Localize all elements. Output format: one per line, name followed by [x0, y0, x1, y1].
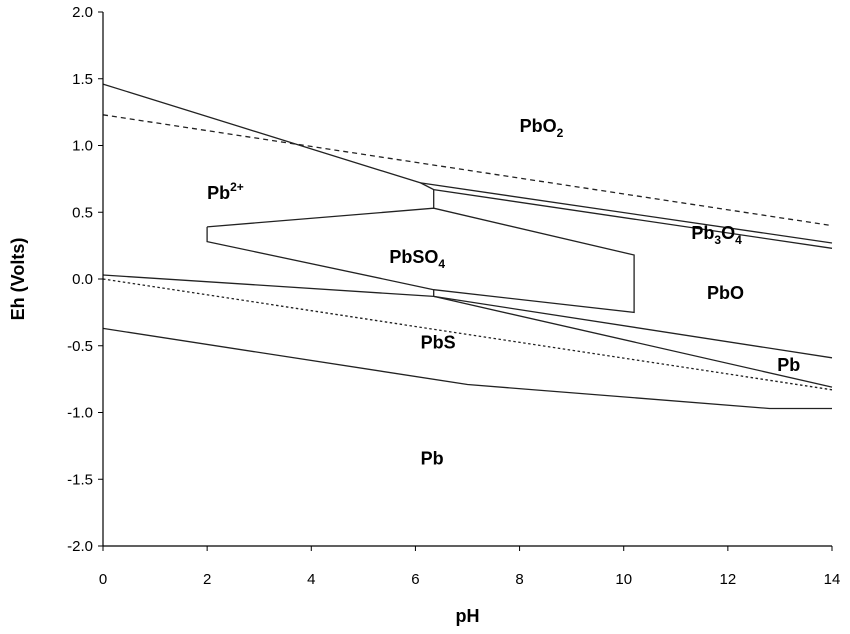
x-axis-title: pH — [456, 606, 480, 626]
series-layer — [102, 83, 833, 410]
y-tick-label: 0.5 — [72, 204, 93, 221]
y-tick-label: -1.5 — [67, 471, 93, 488]
y-tick-label: -1.0 — [67, 405, 93, 422]
x-tick-label: 12 — [720, 571, 737, 588]
x-tick-label: 4 — [307, 571, 315, 588]
plot-area — [103, 12, 832, 546]
x-tick-label: 8 — [515, 571, 523, 588]
y-tick-label: 2.0 — [72, 4, 93, 21]
region-label-layer: PbO2 Pb2+ Pb3O4 PbSO4 PbO PbS Pb Pb — [207, 116, 800, 469]
y-tick-label: 1.0 — [72, 138, 93, 155]
boundary-line-1 — [420, 182, 833, 244]
region-label: PbS — [421, 332, 456, 352]
x-tick-label: 10 — [615, 571, 632, 588]
x-tick-label: 6 — [411, 571, 419, 588]
y-tick-label: 0.0 — [72, 271, 93, 288]
region-label: PbSO4 — [389, 247, 445, 271]
y-axis-title: Eh (Volts) — [8, 238, 28, 321]
plot-background — [103, 12, 832, 546]
x-tick-label: 0 — [99, 571, 107, 588]
boundary-line-7 — [102, 114, 833, 227]
region-label: PbO2 — [520, 116, 564, 140]
y-tick-label: -0.5 — [67, 338, 93, 355]
y-tick-label: 1.5 — [72, 71, 93, 88]
boundary-line-3 — [206, 207, 635, 314]
region-label: Pb — [777, 355, 800, 375]
region-label: Pb3O4 — [691, 223, 742, 247]
region-label: Pb2+ — [207, 180, 244, 203]
x-tick-label: 2 — [203, 571, 211, 588]
y-tick-label: -2.0 — [67, 538, 93, 555]
boundary-line-0 — [102, 83, 833, 249]
boundary-line-5 — [433, 289, 833, 388]
axis-layer: 2.0 1.5 1.0 0.5 0.0 -0.5 -1.0 -1.5 -2.0 0 2 4 6 8 10 12… — [67, 4, 840, 588]
x-tick-label: 14 — [824, 571, 841, 588]
region-label: Pb — [421, 449, 444, 469]
boundary-line-6 — [102, 327, 832, 410]
region-label: PbO — [707, 283, 744, 303]
